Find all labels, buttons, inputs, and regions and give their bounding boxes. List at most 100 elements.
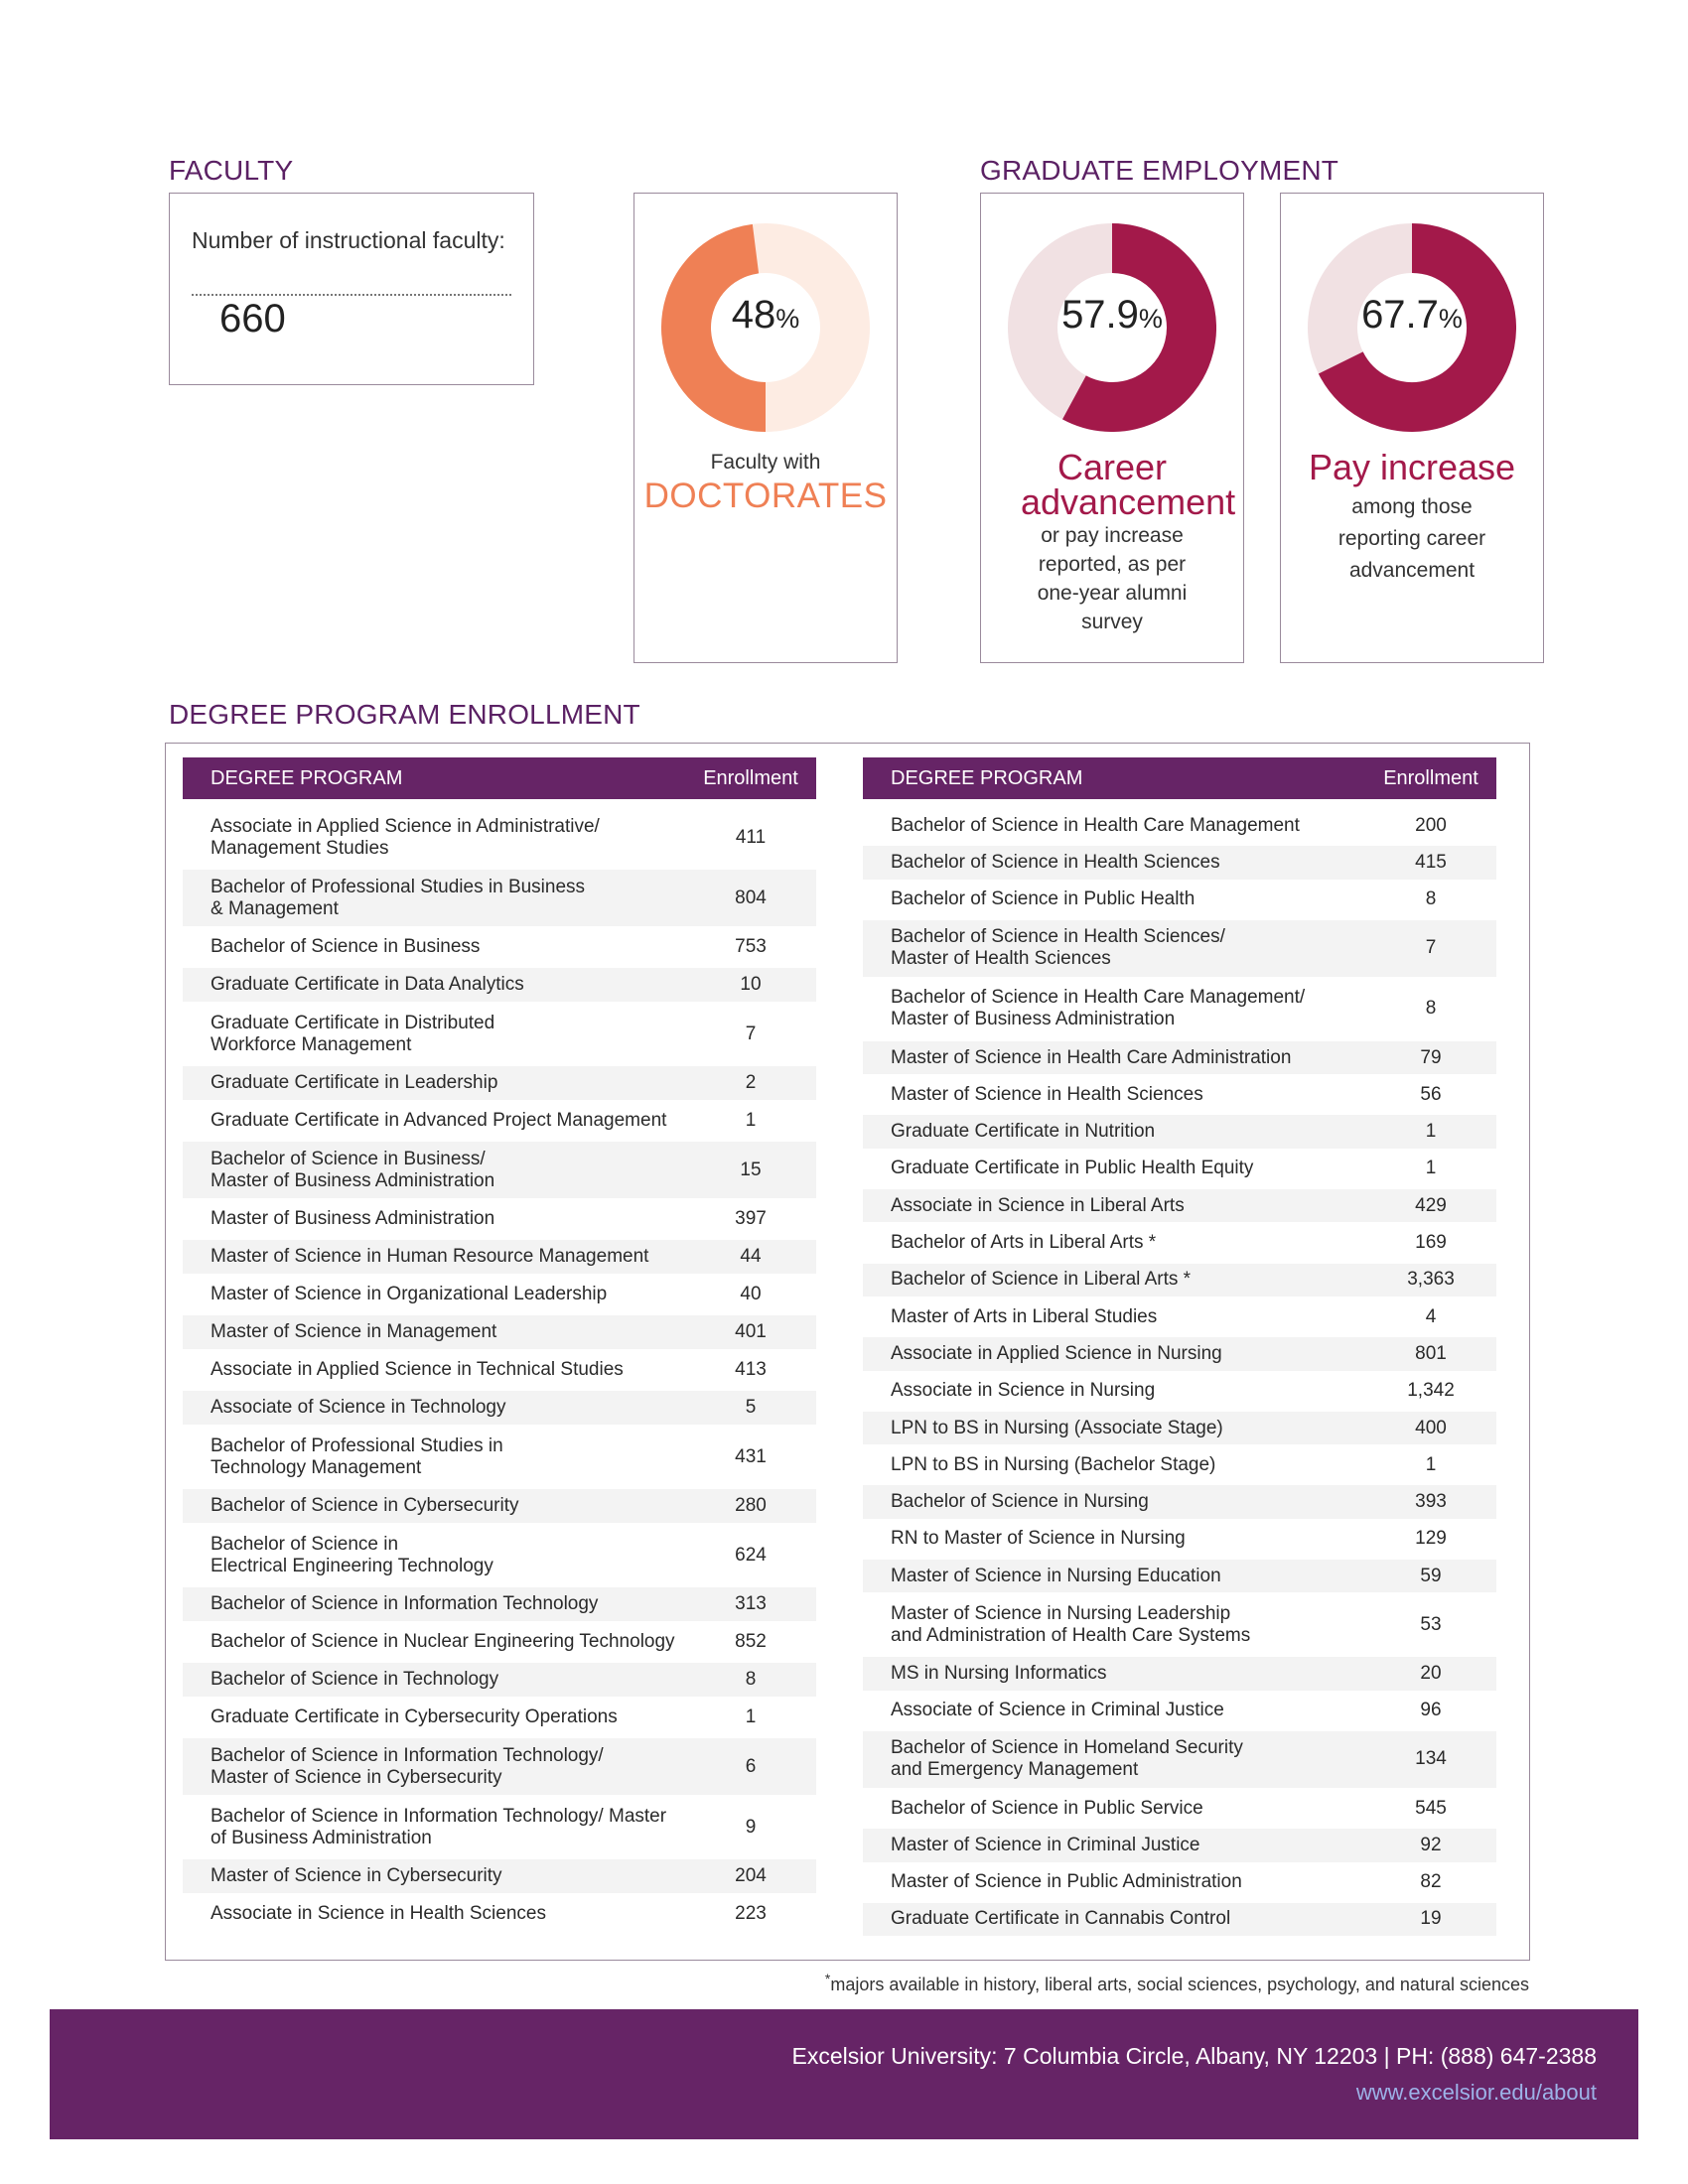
program-name: Master of Science in Management <box>211 1321 497 1342</box>
table-row: Bachelor of Science in Liberal Arts * 3,3… <box>863 1263 1496 1297</box>
enrollment-count: 753 <box>735 936 767 957</box>
program-name: MS in Nursing Informatics <box>891 1662 1107 1684</box>
program-name: Master of Science in Nursing Education <box>891 1565 1221 1586</box>
dotted-divider <box>192 294 511 296</box>
enrollment-count: 401 <box>735 1321 767 1342</box>
pay-donut <box>1308 223 1516 432</box>
program-name: Bachelor of Science in Business <box>211 936 481 957</box>
table-row: Master of Science in Human Resource Mana… <box>183 1240 816 1274</box>
program-name: Bachelor of Arts in Liberal Arts * <box>891 1232 1157 1254</box>
doctorates-donut <box>661 223 870 432</box>
table-row: Graduate Certificate in Advanced Project… <box>183 1104 816 1138</box>
enrollment-count: 204 <box>735 1865 767 1886</box>
program-name: Bachelor of Science in Cybersecurity <box>211 1495 519 1516</box>
enrollment-count: 53 <box>1420 1613 1442 1635</box>
program-name: Bachelor of Science in Information Techn… <box>211 1805 667 1848</box>
enrollment-count: 545 <box>1415 1797 1447 1819</box>
table-row: Bachelor of Science in Public Service 545 <box>863 1792 1496 1825</box>
table-row: RN to Master of Science in Nursing 129 <box>863 1523 1496 1556</box>
table-row: Master of Science in Cybersecurity 204 <box>183 1859 816 1893</box>
enrollment-count: 7 <box>1425 937 1437 959</box>
enrollment-table-right: DEGREE PROGRAM Enrollment Bachelor of Sc… <box>863 757 1496 1940</box>
program-name: Master of Business Administration <box>211 1208 495 1229</box>
enrollment-heading: DEGREE PROGRAM ENROLLMENT <box>169 699 640 730</box>
table-row: Bachelor of Science in Nuclear Engineeri… <box>183 1625 816 1659</box>
program-name: Bachelor of Science in Information Techn… <box>211 1744 604 1788</box>
enrollment-count: 5 <box>745 1397 757 1418</box>
table-row: Graduate Certificate in Data Analytics 10 <box>183 968 816 1002</box>
table-row: Master of Science in Criminal Justice 92 <box>863 1829 1496 1862</box>
table-row: Bachelor of Science in Health Sciences 41… <box>863 846 1496 880</box>
program-name: Bachelor of Science in Health Sciences/ … <box>891 926 1225 970</box>
table-header: DEGREE PROGRAM Enrollment <box>863 757 1496 799</box>
table-row: Graduate Certificate in Cybersecurity Op… <box>183 1701 816 1734</box>
enrollment-table-left: DEGREE PROGRAM Enrollment Associate in A… <box>183 757 816 1935</box>
table-row: Associate in Applied Science in Nursing 8… <box>863 1337 1496 1371</box>
table-row: Bachelor of Science in Public Health 8 <box>863 884 1496 916</box>
table-row: Bachelor of Science in Cybersecurity 280 <box>183 1489 816 1523</box>
program-name: Associate in Applied Science in Administ… <box>211 815 600 859</box>
table-row: Bachelor of Science in Health Sciences/ … <box>863 919 1496 977</box>
enrollment-count: 223 <box>735 1903 767 1924</box>
program-name: Graduate Certificate in Distributed Work… <box>211 1012 495 1055</box>
table-row: Bachelor of Science in Technology 8 <box>183 1663 816 1697</box>
program-name: Bachelor of Science in Electrical Engine… <box>211 1533 493 1576</box>
career-description: or pay increase reported, as per one-yea… <box>1037 524 1188 633</box>
program-name: Bachelor of Science in Public Service <box>891 1797 1203 1819</box>
table-row: Master of Science in Nursing Leadership … <box>863 1596 1496 1653</box>
table-row: LPN to BS in Nursing (Bachelor Stage) 1 <box>863 1448 1496 1481</box>
enrollment-count: 82 <box>1420 1871 1442 1893</box>
enrollment-count: 200 <box>1415 814 1447 836</box>
table-row: Bachelor of Professional Studies in Tech… <box>183 1429 816 1485</box>
program-name: Bachelor of Science in Technology <box>211 1669 499 1690</box>
enrollment-count: 9 <box>745 1816 757 1838</box>
program-name: Associate in Applied Science in Technica… <box>211 1359 624 1380</box>
enrollment-count: 1 <box>1425 1121 1437 1143</box>
table-row: Graduate Certificate in Public Health Eq… <box>863 1153 1496 1185</box>
faculty-count-value: 660 <box>219 297 286 341</box>
program-name: Associate of Science in Technology <box>211 1397 506 1418</box>
table-row: Master of Science in Health Care Adminis… <box>863 1040 1496 1075</box>
enrollment-count: 429 <box>1415 1194 1447 1216</box>
career-advancement-card: 57.9% Career advancement or pay increase… <box>980 193 1244 663</box>
program-name: Master of Science in Health Sciences <box>891 1083 1203 1105</box>
program-name: Bachelor of Science in Nuclear Engineeri… <box>211 1631 675 1652</box>
program-name: Master of Science in Health Care Adminis… <box>891 1046 1292 1068</box>
table-row: Master of Science in Management 401 <box>183 1315 816 1349</box>
table-row: Bachelor of Science in Homeland Security… <box>863 1730 1496 1788</box>
enrollment-count: 10 <box>740 974 762 995</box>
faculty-count-card: Number of instructional faculty: 660 <box>169 193 534 385</box>
program-name: Associate in Science in Liberal Arts <box>891 1194 1185 1216</box>
table-row: Master of Science in Public Administrati… <box>863 1866 1496 1899</box>
program-name: Master of Science in Public Administrati… <box>891 1871 1242 1893</box>
footer-url-link[interactable]: www.excelsior.edu/about <box>1355 2080 1597 2105</box>
footnote: *majors available in history, liberal ar… <box>824 1971 1529 1994</box>
program-name: RN to Master of Science in Nursing <box>891 1528 1186 1550</box>
table-row: Bachelor of Science in Nursing 393 <box>863 1485 1496 1519</box>
program-name: Bachelor of Science in Health Sciences <box>891 851 1220 873</box>
enrollment-count: 19 <box>1420 1908 1442 1930</box>
enrollment-count: 852 <box>735 1631 767 1652</box>
enrollment-count: 6 <box>745 1755 757 1777</box>
enrollment-count: 397 <box>735 1208 767 1229</box>
donut-value-arc <box>661 223 767 432</box>
program-name: Bachelor of Science in Public Health <box>891 888 1196 910</box>
program-name: LPN to BS in Nursing (Associate Stage) <box>891 1417 1223 1438</box>
program-name: Master of Science in Cybersecurity <box>211 1865 502 1886</box>
enrollment-count: 280 <box>735 1495 767 1516</box>
table-row: LPN to BS in Nursing (Associate Stage) 40… <box>863 1411 1496 1445</box>
pay-description: among those reporting career advancement <box>1337 495 1486 582</box>
enrollment-count: 2 <box>745 1072 757 1093</box>
program-name: Bachelor of Professional Studies in Tech… <box>211 1434 503 1478</box>
table-row: Associate in Science in Health Sciences 2… <box>183 1897 816 1931</box>
table-row: Associate of Science in Technology 5 <box>183 1391 816 1425</box>
enrollment-count: 624 <box>735 1544 767 1566</box>
program-name: Bachelor of Science in Nursing <box>891 1491 1149 1513</box>
header-enrollment: Enrollment <box>703 766 798 789</box>
enrollment-count: 92 <box>1420 1834 1442 1855</box>
footer-address: Excelsior University: 7 Columbia Circle,… <box>791 2043 1597 2069</box>
enrollment-count: 804 <box>735 887 767 908</box>
enrollment-count: 1 <box>1425 1453 1437 1475</box>
program-name: Master of Science in Organizational Lead… <box>211 1284 608 1304</box>
enrollment-count: 134 <box>1415 1748 1447 1770</box>
